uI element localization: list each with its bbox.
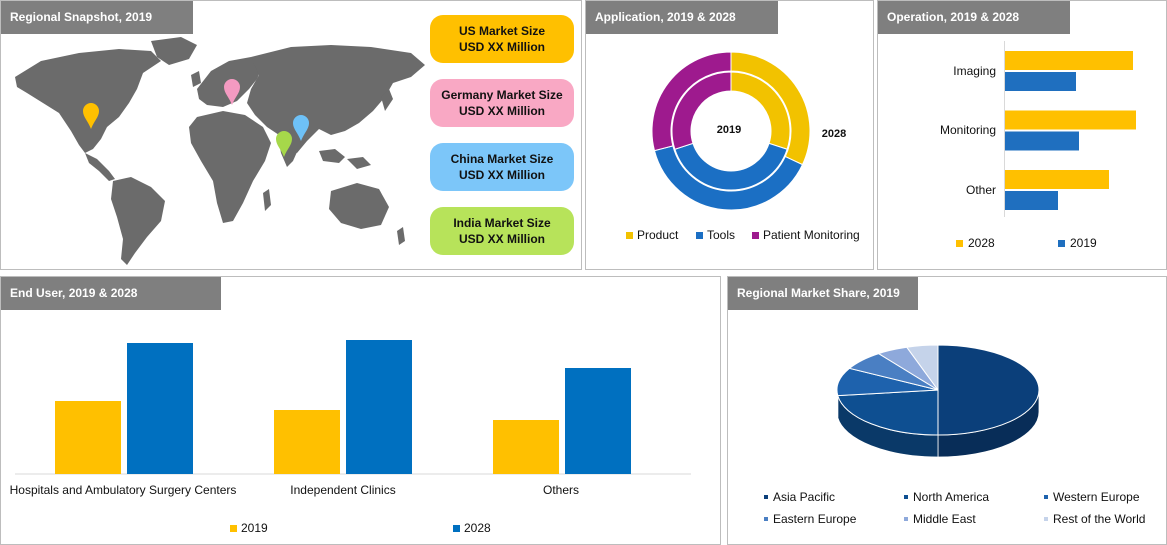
legend-swatch [1044,495,1048,499]
card-value: USD XX Million [458,104,545,118]
legend-label: 2019 [241,521,268,535]
world-map [15,37,425,265]
legend-item-tools: Tools [696,228,735,242]
legend-label: Eastern Europe [773,512,857,526]
germany-market-card: Germany Market Size USD XX Million [430,79,574,127]
legend-item-middle-east: Middle East [904,512,976,526]
application-panel: Application, 2019 & 2028 2019 2028 Produ… [585,0,874,270]
legend-swatch [453,525,460,532]
legend-label: North America [913,490,990,504]
legend-item-product: Product [626,228,678,242]
bar-3-2019 [493,420,559,474]
regional-snapshot-panel: Regional Snapshot, 2019 [0,0,582,270]
operation-bar-chart [1004,41,1136,217]
china-market-card: China Market Size USD XX Million [430,143,574,191]
pie-slice-asia-pacific [937,344,1040,436]
category-label: Monitoring [939,123,996,137]
legend-item-western-europe: Western Europe [1044,490,1140,504]
end-user-panel: End User, 2019 & 2028 Hospitals and Ambu… [0,276,721,545]
legend-label: Rest of the World [1053,512,1146,526]
legend-swatch [904,495,908,499]
card-value: USD XX Million [458,168,545,182]
bar-1-2028 [127,343,193,474]
legend-item-north-america: North America [904,490,989,504]
map-pin-icon [276,131,292,157]
legend-swatch [752,232,759,239]
inner-2019-slice-patient-monitoring [671,71,732,150]
bar-imaging-2028 [1005,51,1133,70]
legend-label: Western Europe [1053,490,1140,504]
legend-swatch [956,240,963,247]
donut-outer-label: 2028 [822,128,846,140]
legend-label: 2019 [1070,236,1097,250]
application-donut-chart: 2019 2028 [651,51,846,211]
category-label: Others [542,483,579,497]
legend-label: 2028 [968,236,995,250]
bar-1-2019 [55,401,121,474]
bar-2-2019 [274,410,340,474]
panel-title: Regional Snapshot, 2019 [1,1,193,34]
legend-label: Middle East [913,512,976,526]
card-title: India Market Size [453,216,551,230]
category-label: Independent Clinics [290,483,396,497]
card-title: Germany Market Size [441,88,563,102]
legend-item-2028: 2028 [453,521,491,535]
india-market-card: India Market Size USD XX Million [430,207,574,255]
legend-swatch [696,232,703,239]
outer-2028-slice-patient-monitoring [651,51,732,152]
bar-other-2028 [1005,170,1109,189]
pie-slice-rest-of-the-world [905,344,939,392]
legend-swatch [230,525,237,532]
regional-share-pie-chart [836,344,1040,458]
pie-slice-north-america [837,389,939,436]
bar-2-2028 [346,340,412,474]
panel-title: Regional Market Share, 2019 [728,277,918,310]
legend-item-eastern-europe: Eastern Europe [764,512,856,526]
legend-label: Tools [707,228,736,242]
legend-label: Product [637,228,679,242]
donut-inner-label: 2019 [717,124,741,136]
map-pin-icon [224,79,240,105]
legend-swatch [904,517,908,521]
bar-imaging-2019 [1005,72,1076,91]
card-value: USD XX Million [458,40,545,54]
legend-swatch [626,232,633,239]
category-label: Hospitals and Ambulatory Surgery Centers [9,483,237,497]
map-pin-icon [293,115,309,141]
card-title: US Market Size [458,24,546,38]
us-market-card: US Market Size USD XX Million [430,15,574,63]
panel-title: End User, 2019 & 2028 [1,277,221,310]
legend-item-patient-monitoring: Patient Monitoring [752,228,860,242]
legend-label: 2028 [464,521,491,535]
legend-item-2028: 2028 [956,236,995,250]
legend-item-asia-pacific: Asia Pacific [764,490,835,504]
legend-label: Asia Pacific [773,490,836,504]
panel-title: Operation, 2019 & 2028 [878,1,1070,34]
legend-item-2019: 2019 [1058,236,1097,250]
operation-panel: Operation, 2019 & 2028 Imaging Monitorin… [877,0,1167,270]
legend-swatch [764,517,768,521]
legend-swatch [1058,240,1065,247]
category-label: Imaging [953,64,996,78]
bar-3-2028 [565,368,631,474]
regional-market-share-panel: Regional Market Share, 2019 Asia Pacific… [727,276,1167,545]
legend-item-rest-of-world: Rest of the World [1044,512,1145,526]
bar-monitoring-2019 [1005,131,1079,151]
card-value: USD XX Million [458,232,545,246]
legend-swatch [764,495,768,499]
card-title: China Market Size [450,152,554,166]
bar-monitoring-2028 [1005,110,1136,130]
panel-title: Application, 2019 & 2028 [586,1,778,34]
bar-other-2019 [1005,191,1058,210]
legend-label: Patient Monitoring [763,228,860,242]
legend-swatch [1044,517,1048,521]
end-user-bar-chart [15,340,691,475]
category-label: Other [965,183,996,197]
map-pin-icon [83,103,99,129]
legend-item-2019: 2019 [230,521,268,535]
